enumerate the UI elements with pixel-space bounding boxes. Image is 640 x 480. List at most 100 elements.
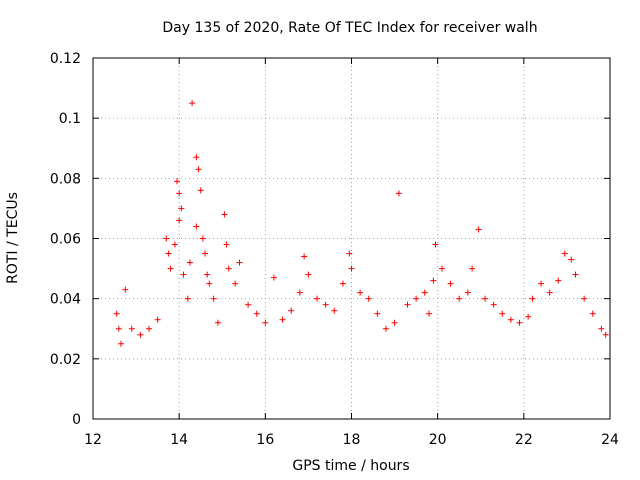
x-tick-label: 14: [170, 432, 188, 448]
data-point: [598, 325, 605, 332]
data-point: [167, 265, 174, 272]
data-point: [174, 178, 181, 185]
data-point: [197, 187, 204, 194]
data-point: [475, 226, 482, 233]
data-point: [301, 253, 308, 260]
y-tick-label: 0.02: [50, 352, 81, 368]
data-point: [346, 250, 353, 257]
data-point: [469, 265, 476, 272]
chart-title: Day 135 of 2020, Rate Of TEC Index for r…: [162, 20, 537, 36]
data-point: [165, 250, 172, 257]
data-point: [113, 310, 120, 317]
data-point: [322, 301, 329, 308]
data-point: [382, 325, 389, 332]
data-point: [232, 280, 239, 287]
data-point: [413, 295, 420, 302]
data-point: [214, 319, 221, 326]
data-point: [438, 265, 445, 272]
data-point: [171, 241, 178, 248]
x-tick-label: 20: [429, 432, 447, 448]
data-point: [314, 295, 321, 302]
data-point: [529, 295, 536, 302]
data-point: [154, 316, 161, 323]
data-point: [210, 295, 217, 302]
data-point: [270, 274, 277, 281]
data-point: [176, 190, 183, 197]
y-tick-label: 0.08: [50, 171, 81, 187]
data-point: [432, 241, 439, 248]
data-point: [184, 295, 191, 302]
y-tick-label: 0.06: [50, 232, 81, 248]
data-point: [581, 295, 588, 302]
data-point: [288, 307, 295, 314]
data-point: [128, 325, 135, 332]
data-points: [113, 100, 609, 347]
data-point: [223, 241, 230, 248]
data-point: [499, 310, 506, 317]
data-point: [122, 286, 129, 293]
data-point: [602, 331, 609, 338]
x-tick-label: 22: [515, 432, 533, 448]
data-point: [482, 295, 489, 302]
data-point: [572, 271, 579, 278]
y-tick-label: 0: [72, 412, 81, 428]
data-point: [561, 250, 568, 257]
data-point: [221, 211, 228, 218]
data-point: [206, 280, 213, 287]
y-axis-label: ROTI / TECUs: [5, 192, 21, 284]
data-point: [178, 205, 185, 212]
x-tick-label: 12: [84, 432, 102, 448]
data-point: [348, 265, 355, 272]
data-point: [391, 319, 398, 326]
data-point: [245, 301, 252, 308]
data-point: [365, 295, 372, 302]
tick-layer: 12 14 16 18 20 22 24 0 0.02 0.04 0.06 0.08 0.1 0.12: [50, 51, 619, 448]
data-point: [193, 223, 200, 230]
y-tick-label: 0.04: [50, 292, 81, 308]
data-point: [115, 325, 122, 332]
data-point: [339, 280, 346, 287]
x-tick-label: 18: [343, 432, 361, 448]
data-point: [490, 301, 497, 308]
grid-layer: [93, 58, 610, 419]
x-axis-label: GPS time / hours: [292, 458, 409, 474]
data-point: [555, 277, 562, 284]
data-point: [180, 271, 187, 278]
data-point: [199, 235, 206, 242]
data-point: [426, 310, 433, 317]
data-point: [193, 154, 200, 161]
x-tick-label: 24: [601, 432, 619, 448]
data-point: [430, 277, 437, 284]
data-point: [568, 256, 575, 263]
data-point: [357, 289, 364, 296]
data-point: [253, 310, 260, 317]
data-point: [176, 217, 183, 224]
data-point: [146, 325, 153, 332]
data-point: [189, 100, 196, 107]
data-point: [204, 271, 211, 278]
data-point: [202, 250, 209, 257]
data-point: [538, 280, 545, 287]
data-point: [395, 190, 402, 197]
data-point: [296, 289, 303, 296]
x-tick-label: 16: [256, 432, 274, 448]
data-point: [546, 289, 553, 296]
data-point: [331, 307, 338, 314]
y-tick-label: 0.12: [50, 51, 81, 67]
data-point: [516, 319, 523, 326]
data-point: [163, 235, 170, 242]
data-point: [456, 295, 463, 302]
y-tick-label: 0.1: [59, 111, 81, 127]
data-point: [262, 319, 269, 326]
data-point: [225, 265, 232, 272]
data-point: [118, 340, 125, 347]
data-point: [589, 310, 596, 317]
data-point: [279, 316, 286, 323]
data-point: [525, 313, 532, 320]
data-point: [421, 289, 428, 296]
data-point: [374, 310, 381, 317]
data-point: [137, 331, 144, 338]
data-point: [186, 259, 193, 266]
data-point: [305, 271, 312, 278]
